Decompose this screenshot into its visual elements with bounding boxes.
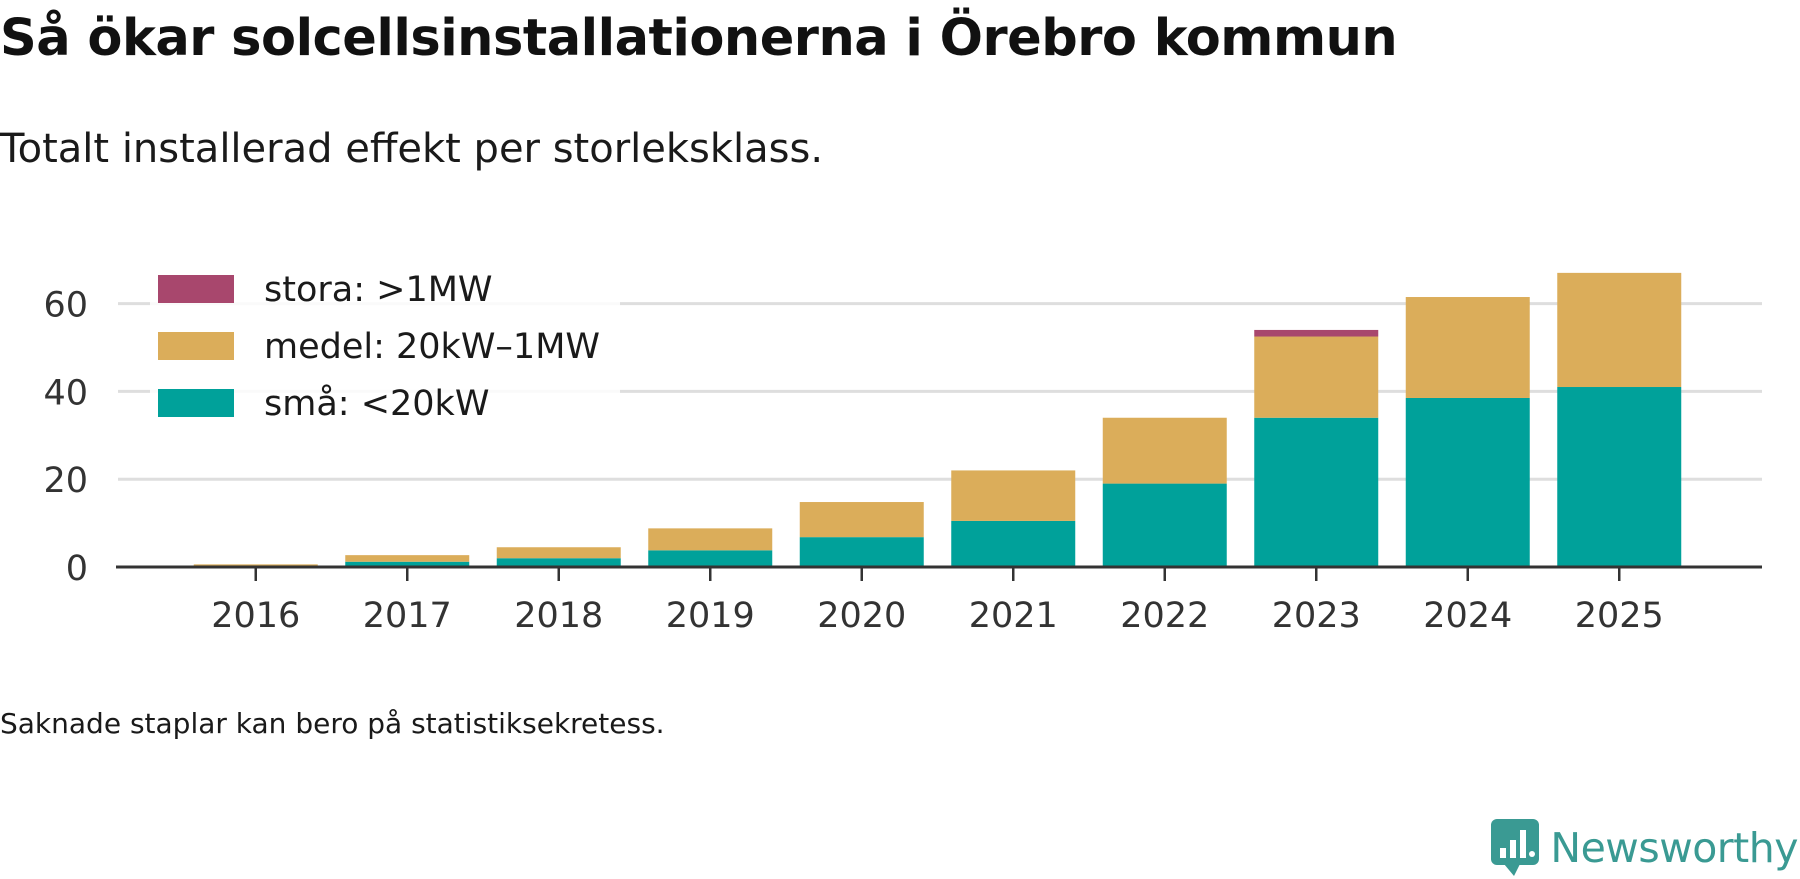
x-tick-label-2020: 2020 xyxy=(817,596,906,636)
bar-2018-series-1 xyxy=(496,547,621,559)
bar-2024-series-0 xyxy=(1405,397,1530,567)
legend: stora: >1MW medel: 20kW–1MW små: <20kW xyxy=(150,258,620,430)
y-tick-label-0: 0 xyxy=(66,549,88,589)
legend-label-1: medel: 20kW–1MW xyxy=(264,327,600,367)
newsworthy-logo-text: Newsworthy xyxy=(1550,824,1798,872)
bar-2021-series-0 xyxy=(951,520,1076,567)
newsworthy-logo-icon xyxy=(1491,819,1540,876)
legend-label-0: stora: >1MW xyxy=(264,270,493,310)
bar-2018-series-0 xyxy=(496,558,621,567)
bar-2025-series-0 xyxy=(1557,387,1682,567)
bar-2023-series-0 xyxy=(1254,417,1379,567)
bar-2017-series-0 xyxy=(345,561,470,567)
y-tick-label-40: 40 xyxy=(43,373,88,413)
bar-2017-series-1 xyxy=(345,555,470,562)
x-tick-label-2017: 2017 xyxy=(363,596,452,636)
x-tick-label-2018: 2018 xyxy=(514,596,603,636)
y-tick-label-20: 20 xyxy=(43,461,88,501)
x-tick-label-2023: 2023 xyxy=(1272,596,1361,636)
legend-swatch-1 xyxy=(158,332,234,360)
bar-2020-series-0 xyxy=(799,537,924,567)
bar-2023-series-1 xyxy=(1254,336,1379,418)
bar-2021-series-1 xyxy=(951,470,1076,521)
bar-2025-series-1 xyxy=(1557,272,1682,388)
x-tick-label-2024: 2024 xyxy=(1423,596,1512,636)
x-tick-label-2016: 2016 xyxy=(211,596,300,636)
newsworthy-logo: Newsworthy xyxy=(1490,818,1798,878)
chart-subtitle: Totalt installerad effekt per storlekskl… xyxy=(0,126,824,172)
chart-title: Så ökar solcellsinstallationerna i Örebr… xyxy=(0,9,1398,68)
bar-2019-series-0 xyxy=(648,550,773,567)
axes: 0 20 40 60 2016 2017 2018 2019 2020 2021 2022 2023 2… xyxy=(43,286,1762,636)
bar-2023-series-2 xyxy=(1254,329,1379,337)
x-tick-label-2025: 2025 xyxy=(1575,596,1664,636)
bar-2022-series-1 xyxy=(1102,417,1227,484)
legend-label-2: små: <20kW xyxy=(264,383,489,424)
x-tick-label-2022: 2022 xyxy=(1120,596,1209,636)
x-tick-label-2019: 2019 xyxy=(666,596,755,636)
bar-2022-series-0 xyxy=(1102,483,1227,567)
bar-2019-series-1 xyxy=(648,528,773,551)
bar-2024-series-1 xyxy=(1405,297,1530,398)
x-tick-label-2021: 2021 xyxy=(969,596,1058,636)
footnote: Saknade staplar kan bero på statistiksek… xyxy=(0,707,665,740)
bars xyxy=(193,272,1682,567)
legend-swatch-0 xyxy=(158,275,234,303)
stacked-bar-chart: 0 20 40 60 2016 2017 2018 2019 2020 2021 2022 2023 2… xyxy=(43,258,1762,636)
legend-swatch-2 xyxy=(158,389,234,417)
y-tick-label-60: 60 xyxy=(43,286,88,326)
bar-2016-series-1 xyxy=(193,564,318,567)
bar-2020-series-1 xyxy=(799,502,924,538)
